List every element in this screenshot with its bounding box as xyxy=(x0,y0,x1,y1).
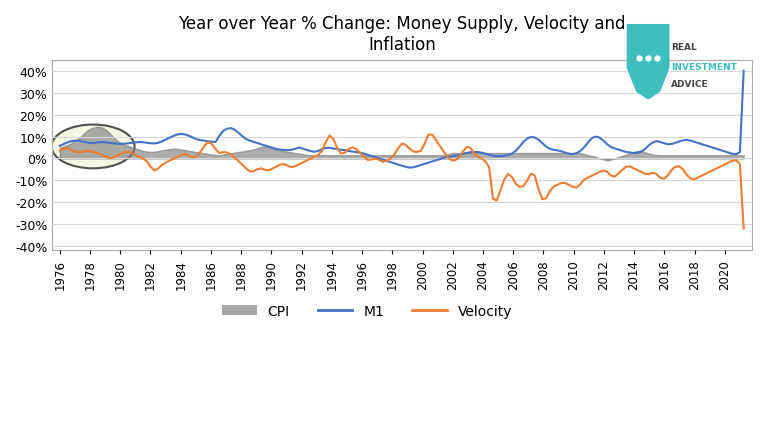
Polygon shape xyxy=(627,26,669,100)
Ellipse shape xyxy=(51,125,134,169)
Text: ADVICE: ADVICE xyxy=(671,80,709,89)
Text: REAL: REAL xyxy=(671,43,697,53)
Text: INVESTMENT: INVESTMENT xyxy=(671,63,737,72)
Legend: CPI, M1, Velocity: CPI, M1, Velocity xyxy=(216,299,518,324)
Title: Year over Year % Change: Money Supply, Velocity and
Inflation: Year over Year % Change: Money Supply, V… xyxy=(179,15,626,54)
